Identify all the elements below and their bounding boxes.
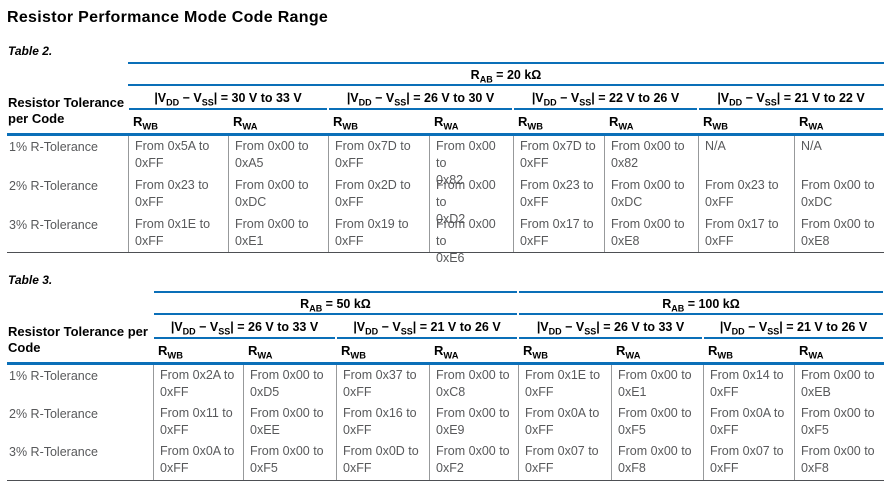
- code-range-cell: From 0x00 to 0xE8: [794, 214, 884, 252]
- rw-col-header: RWB: [158, 343, 183, 361]
- code-range-cell: From 0x23 to 0xFF: [698, 175, 794, 214]
- code-range-cell: From 0x7D to 0xFF: [328, 136, 429, 175]
- code-range-cell: From 0x00 to 0xE1: [611, 365, 703, 403]
- voltage-range-header: |VDD − VSS| = 22 V to 26 V: [514, 86, 697, 110]
- code-range-cell: From 0x00 to 0x82: [604, 136, 698, 175]
- voltage-range-header: |VDD − VSS| = 26 V to 33 V: [519, 315, 702, 339]
- code-range-cell: From 0x23 to 0xFF: [513, 175, 604, 214]
- table-bottom-rule: [7, 480, 884, 481]
- voltage-range-header: |VDD − VSS| = 26 V to 30 V: [329, 86, 512, 110]
- rw-col-header: RWA: [248, 343, 273, 361]
- tolerance-row-label: 2% R-Tolerance: [9, 179, 98, 193]
- code-range-cell: From 0x00 to 0xE8: [604, 214, 698, 252]
- code-range-cell: From 0x07 to 0xFF: [518, 441, 611, 480]
- code-range-cell: From 0x07 to 0xFF: [703, 441, 794, 480]
- code-range-cell: From 0x0D to 0xFF: [336, 441, 429, 480]
- code-range-cell: From 0x23 to 0xFF: [128, 175, 228, 214]
- header-divider-rule: [7, 362, 884, 365]
- code-range-cell: From 0x00 to 0xF2: [429, 441, 518, 480]
- code-range-cell: From 0x0A to 0xFF: [153, 441, 243, 480]
- table-bottom-rule: [7, 252, 884, 253]
- code-range-cell: From 0x00 to 0x82: [429, 136, 513, 187]
- code-range-cell: From 0x00 to 0xF8: [794, 441, 884, 480]
- code-range-cell: From 0x00 to 0xF5: [611, 403, 703, 441]
- code-range-cell: From 0x7D to 0xFF: [513, 136, 604, 175]
- rw-col-header: RWA: [616, 343, 641, 361]
- rw-col-header: RWB: [133, 114, 158, 132]
- code-range-cell: From 0x00 to 0xF5: [243, 441, 336, 480]
- voltage-range-header: |VDD − VSS| = 21 V to 26 V: [337, 315, 517, 339]
- tolerance-row-label: 1% R-Tolerance: [9, 140, 98, 154]
- rw-col-header: RWB: [708, 343, 733, 361]
- code-range-cell: From 0x00 to 0xE1: [228, 214, 328, 252]
- rab-banner: RAB = 50 kΩ: [154, 291, 517, 315]
- rw-col-header: RWA: [799, 114, 824, 132]
- code-range-cell: From 0x17 to 0xFF: [698, 214, 794, 252]
- voltage-range-header: |VDD − VSS| = 21 V to 26 V: [704, 315, 883, 339]
- rw-col-header: RWA: [434, 343, 459, 361]
- voltage-range-header: |VDD − VSS| = 21 V to 22 V: [699, 86, 883, 110]
- code-range-cell: From 0x00 to 0xD5: [243, 365, 336, 403]
- code-range-cell: From 0x2D to 0xFF: [328, 175, 429, 214]
- tolerance-row-label: 3% R-Tolerance: [9, 445, 98, 459]
- tolerance-row-label: 2% R-Tolerance: [9, 407, 98, 421]
- code-range-cell: From 0x00 to 0xF8: [611, 441, 703, 480]
- code-range-cell: From 0x16 to 0xFF: [336, 403, 429, 441]
- code-range-cell: From 0x1E to 0xFF: [518, 365, 611, 403]
- code-range-cell: From 0x14 to 0xFF: [703, 365, 794, 403]
- code-range-cell: From 0x2A to 0xFF: [153, 365, 243, 403]
- code-range-cell: From 0x00 to 0xEB: [794, 365, 884, 403]
- code-range-cell: From 0x17 to 0xFF: [513, 214, 604, 252]
- table2-caption: Table 2.: [8, 44, 53, 58]
- code-range-cell: From 0x00 to 0xEE: [243, 403, 336, 441]
- code-range-cell: From 0x00 to 0xDC: [794, 175, 884, 214]
- code-range-cell: N/A: [794, 136, 884, 175]
- rw-col-header: RWB: [703, 114, 728, 132]
- rw-col-header: RWA: [434, 114, 459, 132]
- code-range-cell: From 0x00 to 0xE6: [429, 214, 513, 265]
- rw-col-header: RWB: [341, 343, 366, 361]
- code-range-cell: From 0x1E to 0xFF: [128, 214, 228, 252]
- code-range-cell: From 0x00 to 0xC8: [429, 365, 518, 403]
- code-range-cell: From 0x19 to 0xFF: [328, 214, 429, 252]
- code-range-cell: From 0x5A to 0xFF: [128, 136, 228, 175]
- rw-col-header: RWA: [233, 114, 258, 132]
- voltage-range-header: |VDD − VSS| = 26 V to 33 V: [154, 315, 335, 339]
- tolerance-row-label: 3% R-Tolerance: [9, 218, 98, 232]
- code-range-cell: From 0x00 to 0xA5: [228, 136, 328, 175]
- tolerance-row-label: 1% R-Tolerance: [9, 369, 98, 383]
- code-range-cell: From 0x0A to 0xFF: [703, 403, 794, 441]
- rab-banner: RAB = 100 kΩ: [519, 291, 883, 315]
- code-range-cell: From 0x37 to 0xFF: [336, 365, 429, 403]
- table2-code-range: Resistor Tolerance per Code RAB = 20 kΩ |V…: [7, 62, 884, 265]
- code-range-cell: From 0x00 to 0xF5: [794, 403, 884, 441]
- rw-col-header: RWA: [609, 114, 634, 132]
- rw-col-header: RWB: [523, 343, 548, 361]
- rw-col-header: RWB: [333, 114, 358, 132]
- rab-banner: RAB = 20 kΩ: [128, 62, 884, 86]
- table3-caption: Table 3.: [8, 273, 53, 287]
- header-divider-rule: [7, 133, 884, 136]
- datasheet-page: Resistor Performance Mode Code Range Tab…: [7, 9, 884, 481]
- code-range-cell: From 0x00 to 0xDC: [228, 175, 328, 214]
- code-range-cell: From 0x00 to 0xDC: [604, 175, 698, 214]
- rw-col-header: RWA: [799, 343, 824, 361]
- row-header-label: Resistor Tolerance per Code: [8, 324, 148, 355]
- code-range-cell: N/A: [698, 136, 794, 175]
- code-range-cell: From 0x00 to 0xD2: [429, 175, 513, 226]
- code-range-cell: From 0x00 to 0xE9: [429, 403, 518, 441]
- table3-code-range: Resistor Tolerance per Code RAB = 50 kΩ RA…: [7, 291, 884, 481]
- code-range-cell: From 0x11 to 0xFF: [153, 403, 243, 441]
- code-range-cell: From 0x0A to 0xFF: [518, 403, 611, 441]
- voltage-range-header: |VDD − VSS| = 30 V to 33 V: [129, 86, 327, 110]
- page-title: Resistor Performance Mode Code Range: [7, 9, 329, 26]
- row-header-label: Resistor Tolerance per Code: [8, 95, 125, 126]
- rw-col-header: RWB: [518, 114, 543, 132]
